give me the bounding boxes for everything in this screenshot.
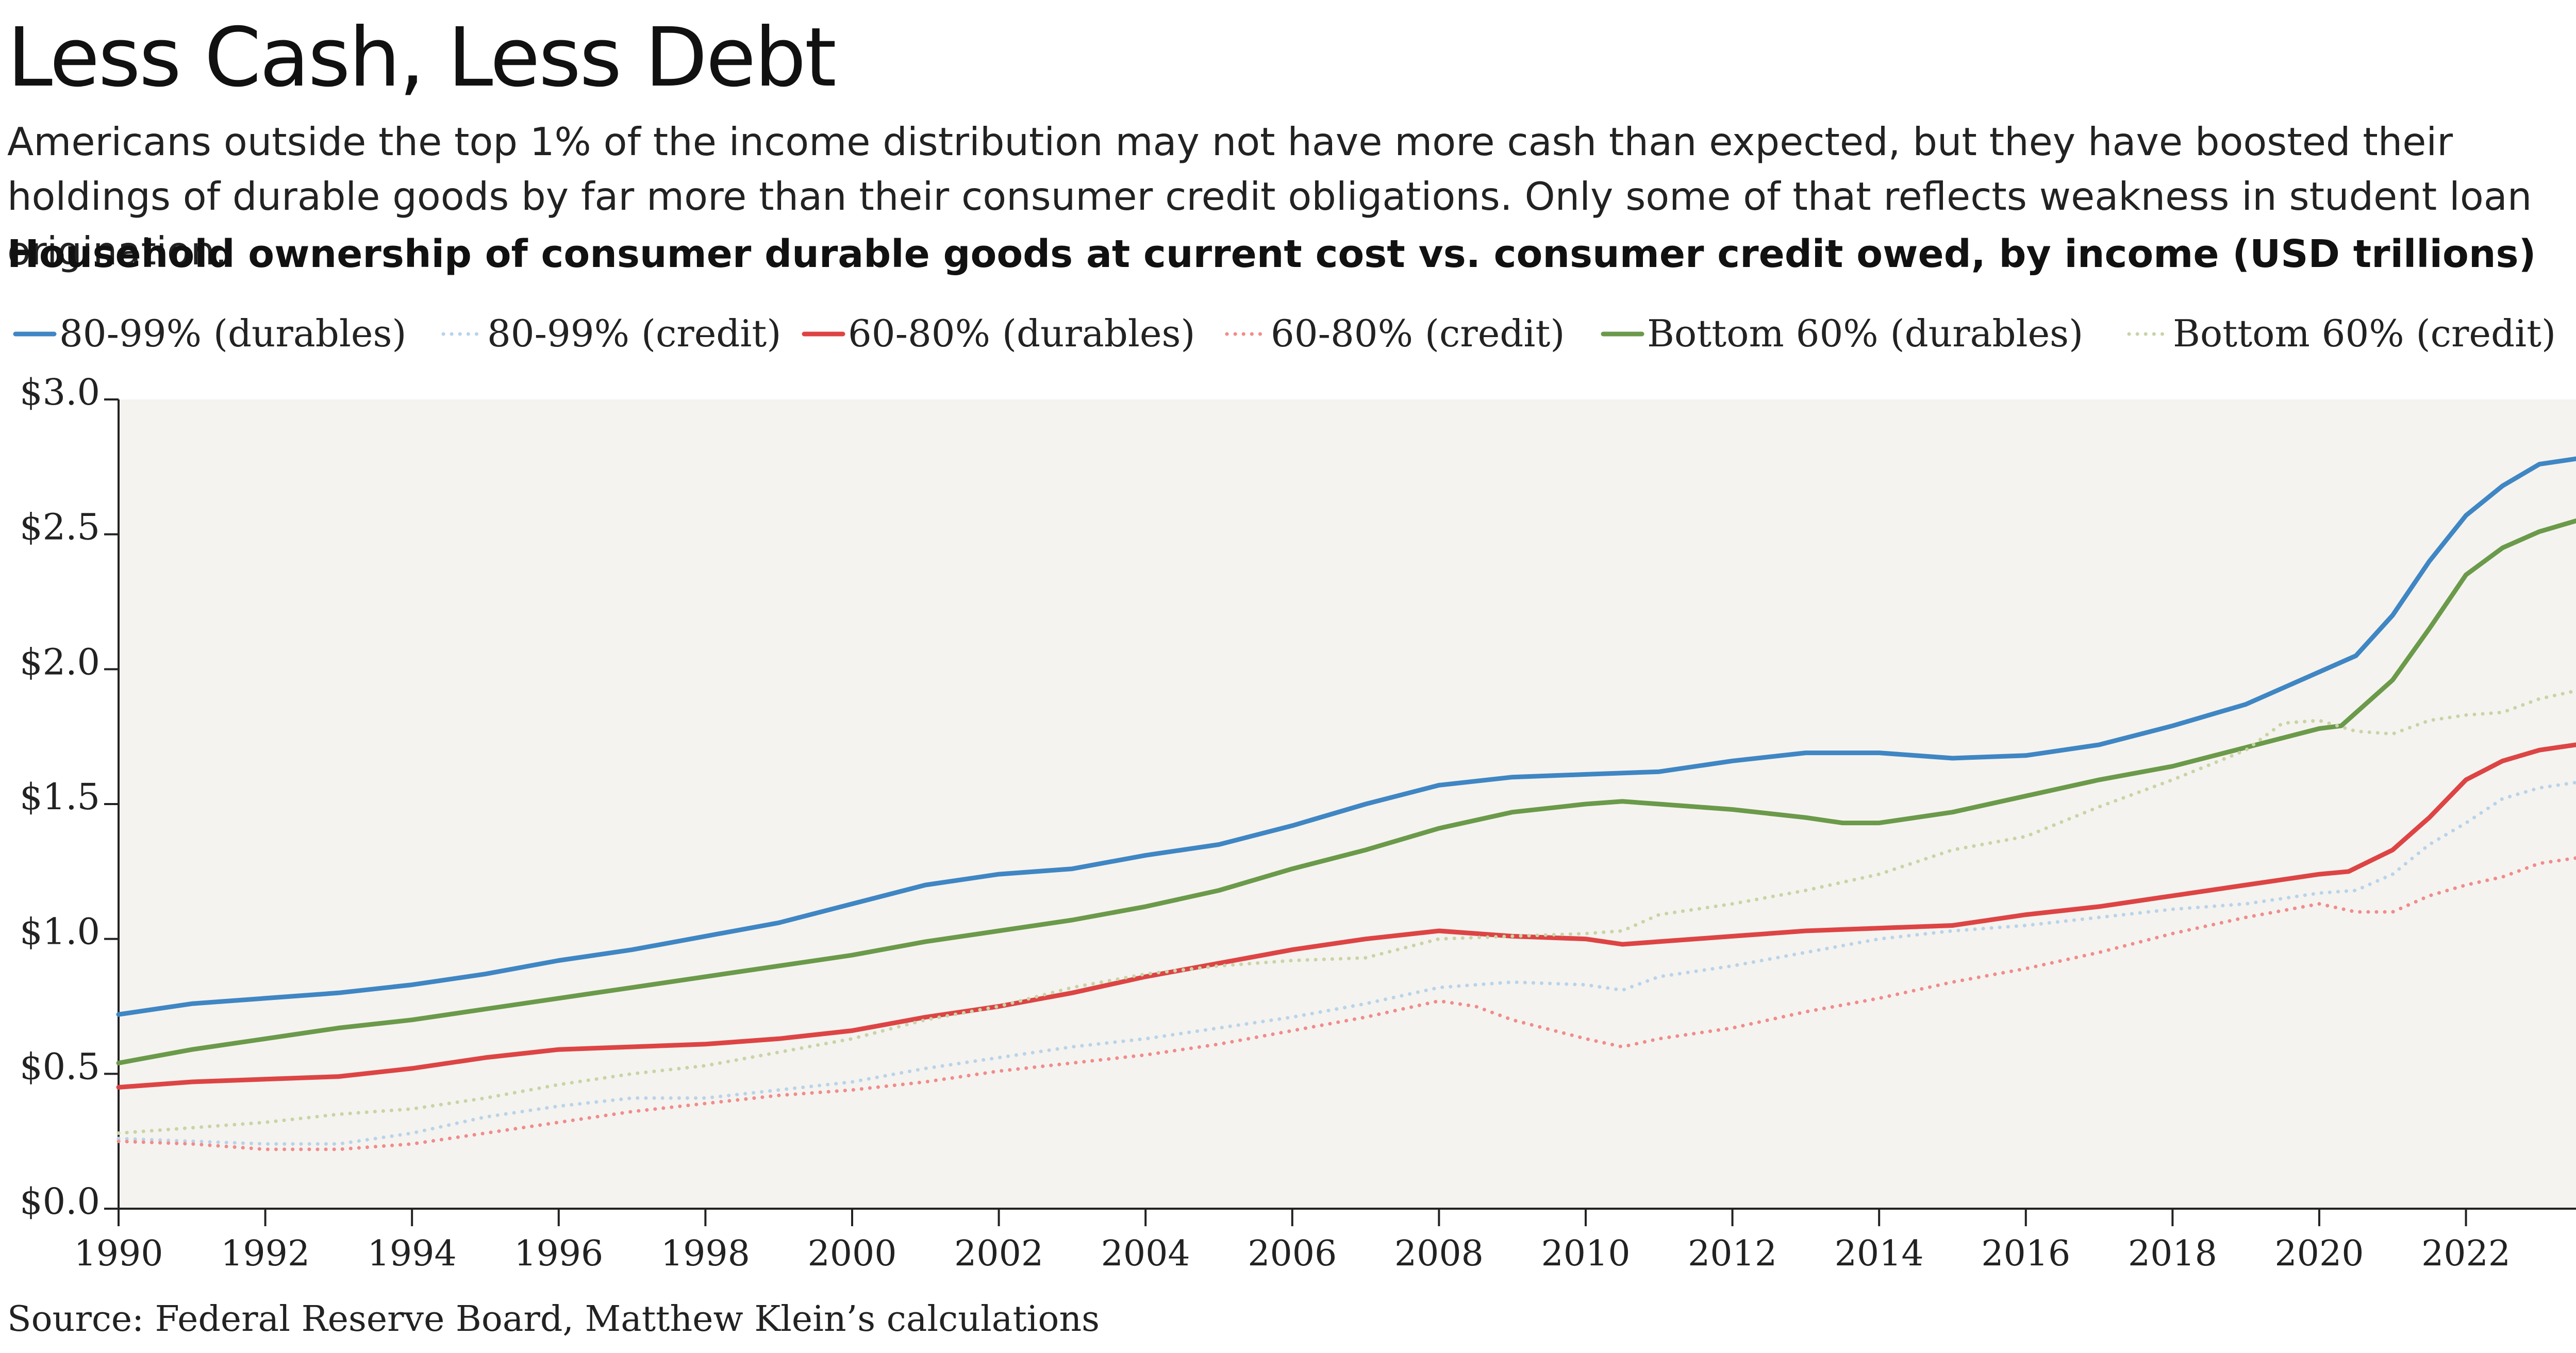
x-tick-label: 2018	[2128, 1233, 2217, 1274]
axes: $0.0 $0.5 $1.0 $1.5 $2.0 $2.5 $3.0 1990 1992 1994…	[20, 371, 2576, 1274]
chart-title: Household ownership of consumer durable …	[7, 232, 2536, 276]
page-subtitle: Americans outside the top 1% of the inco…	[7, 119, 2532, 274]
x-tick-label: 2002	[954, 1233, 1043, 1274]
x-tick-label: 2010	[1541, 1233, 1630, 1274]
x-tick-label: 2014	[1835, 1233, 1924, 1274]
y-tick-label: $2.5	[20, 506, 100, 548]
page-title: Less Cash, Less Debt	[7, 10, 837, 105]
source-note: Source: Federal Reserve Board, Matthew K…	[7, 1299, 1100, 1340]
x-tick-label: 2004	[1101, 1233, 1190, 1274]
y-tick-label: $0.5	[20, 1045, 100, 1088]
x-tick-label: 2020	[2274, 1233, 2364, 1274]
x-tick-label: 2012	[1688, 1233, 1777, 1274]
legend-label: Bottom 60% (durables)	[1647, 312, 2083, 355]
series-line-4	[116, 519, 2576, 1065]
x-tick-label: 2000	[807, 1233, 896, 1274]
legend-label: Bottom 60% (credit)	[2173, 312, 2556, 355]
x-tick-label: 1998	[661, 1233, 750, 1274]
legend-label: 80-99% (durables)	[59, 312, 407, 355]
y-tick-label: $2.0	[20, 641, 100, 683]
legend-label: 60-80% (credit)	[1271, 312, 1565, 355]
series-lines	[116, 456, 2576, 1151]
legend-label: 80-99% (credit)	[487, 312, 781, 355]
x-tick-label: 1994	[368, 1233, 457, 1274]
series-line-5	[117, 689, 2576, 1135]
plot-area	[119, 399, 2576, 1209]
chart-legend: 80-99% (durables) 80-99% (credit) 60-80% (…	[13, 312, 2556, 355]
y-tick-label: $1.5	[20, 776, 100, 818]
series-line-0	[116, 456, 2576, 1017]
x-tick-label: 1992	[221, 1233, 310, 1274]
x-tick-label: 1996	[514, 1233, 603, 1274]
y-tick-label: $0.0	[20, 1180, 100, 1223]
x-tick-label: 2022	[2421, 1233, 2511, 1274]
x-tick-label: 1990	[74, 1233, 163, 1274]
y-tick-label: $1.0	[20, 911, 100, 953]
x-tick-label: 2006	[1248, 1233, 1337, 1274]
legend-label: 60-80% (durables)	[848, 312, 1195, 355]
line-chart: 80-99% (durables) 80-99% (credit) 60-80% (…	[13, 312, 2576, 1274]
x-tick-label: 2016	[1981, 1233, 2070, 1274]
y-tick-label: $3.0	[20, 371, 100, 413]
x-tick-label: 2008	[1394, 1233, 1484, 1274]
